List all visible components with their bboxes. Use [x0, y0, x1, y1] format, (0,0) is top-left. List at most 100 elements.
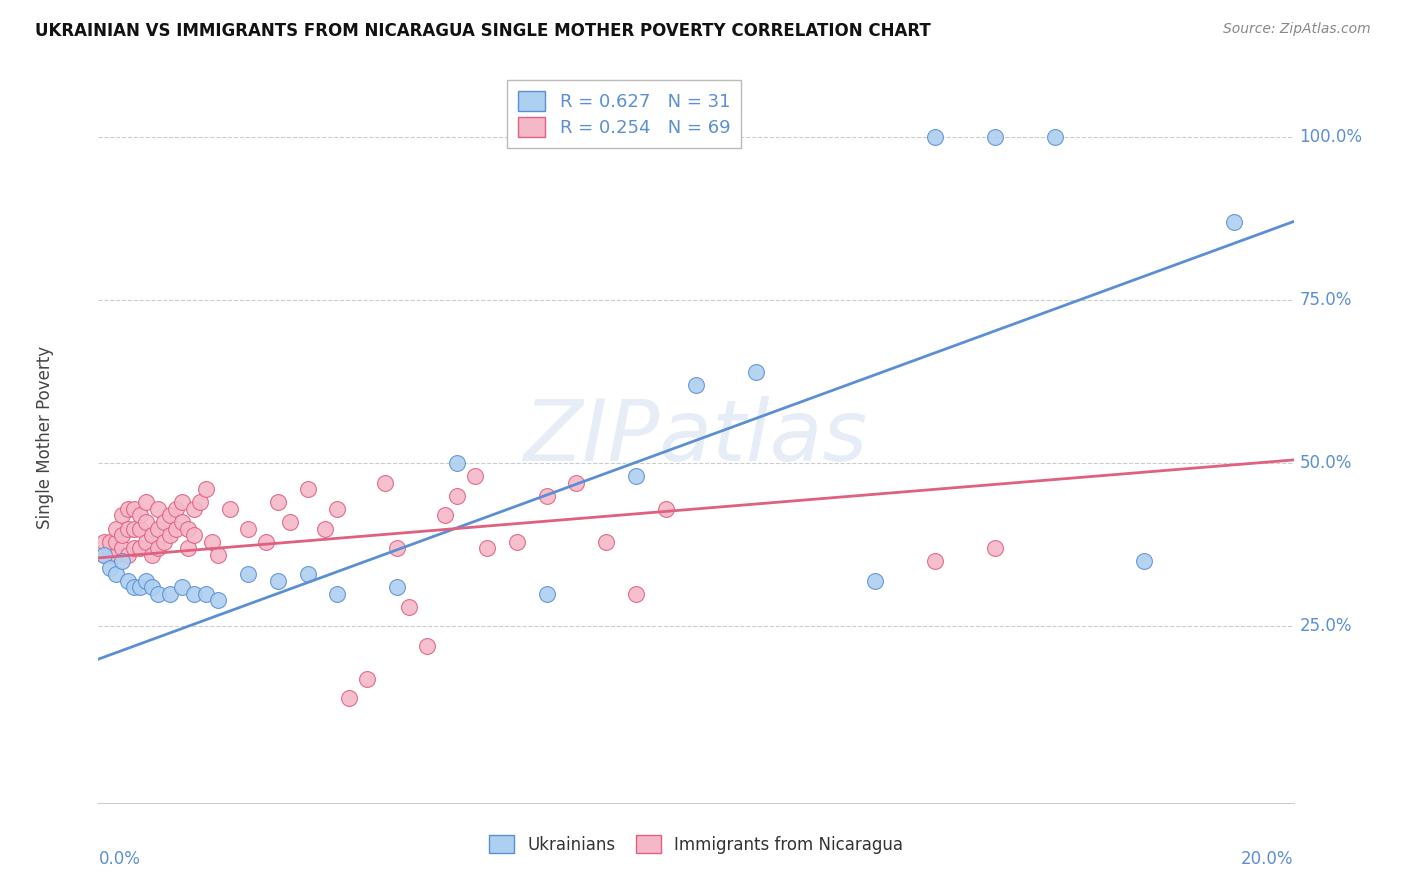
- Point: [236, 521, 259, 535]
- Text: ZIPatlas: ZIPatlas: [524, 395, 868, 479]
- Point: [159, 528, 181, 542]
- Point: [536, 587, 558, 601]
- Text: 20.0%: 20.0%: [1241, 850, 1294, 868]
- Point: [141, 528, 163, 542]
- Point: [924, 129, 946, 144]
- Point: [326, 587, 349, 601]
- Point: [98, 534, 122, 549]
- Point: [984, 129, 1007, 144]
- Legend: Ukrainians, Immigrants from Nicaragua: Ukrainians, Immigrants from Nicaragua: [482, 829, 910, 860]
- Text: Source: ZipAtlas.com: Source: ZipAtlas.com: [1223, 22, 1371, 37]
- Point: [172, 515, 194, 529]
- Point: [183, 587, 205, 601]
- Point: [117, 502, 139, 516]
- Point: [105, 534, 128, 549]
- Point: [278, 515, 301, 529]
- Point: [148, 587, 170, 601]
- Point: [153, 534, 176, 549]
- Point: [111, 541, 134, 555]
- Point: [1133, 554, 1156, 568]
- Point: [434, 508, 457, 523]
- Point: [98, 548, 122, 562]
- Point: [267, 574, 290, 588]
- Point: [105, 567, 128, 582]
- Point: [124, 521, 146, 535]
- Point: [315, 521, 337, 535]
- Point: [135, 574, 157, 588]
- Point: [398, 599, 420, 614]
- Point: [565, 475, 588, 490]
- Point: [183, 528, 205, 542]
- Point: [984, 541, 1007, 555]
- Point: [124, 541, 146, 555]
- Point: [475, 541, 498, 555]
- Point: [93, 548, 115, 562]
- Point: [129, 521, 152, 535]
- Point: [339, 691, 361, 706]
- Point: [685, 377, 707, 392]
- Point: [124, 580, 146, 594]
- Point: [105, 548, 128, 562]
- Point: [129, 541, 152, 555]
- Point: [236, 567, 259, 582]
- Point: [595, 534, 617, 549]
- Point: [865, 574, 887, 588]
- Point: [183, 502, 205, 516]
- Point: [111, 554, 134, 568]
- Point: [117, 521, 139, 535]
- Point: [135, 515, 157, 529]
- Point: [105, 521, 128, 535]
- Point: [745, 365, 768, 379]
- Text: 25.0%: 25.0%: [1299, 617, 1353, 635]
- Point: [297, 483, 319, 497]
- Point: [165, 521, 187, 535]
- Point: [117, 548, 139, 562]
- Point: [385, 541, 409, 555]
- Point: [129, 508, 152, 523]
- Point: [135, 495, 157, 509]
- Point: [297, 567, 319, 582]
- Point: [188, 495, 211, 509]
- Text: Single Mother Poverty: Single Mother Poverty: [35, 345, 53, 529]
- Point: [135, 534, 157, 549]
- Point: [148, 502, 170, 516]
- Point: [165, 502, 187, 516]
- Point: [655, 502, 678, 516]
- Point: [111, 508, 134, 523]
- Text: 0.0%: 0.0%: [98, 850, 141, 868]
- Point: [141, 548, 163, 562]
- Point: [464, 469, 486, 483]
- Point: [129, 580, 152, 594]
- Point: [124, 502, 146, 516]
- Point: [148, 541, 170, 555]
- Point: [159, 587, 181, 601]
- Point: [111, 528, 134, 542]
- Point: [267, 495, 290, 509]
- Point: [207, 593, 229, 607]
- Point: [177, 541, 200, 555]
- Point: [93, 534, 115, 549]
- Point: [506, 534, 529, 549]
- Point: [924, 554, 946, 568]
- Text: 100.0%: 100.0%: [1299, 128, 1362, 145]
- Point: [219, 502, 242, 516]
- Point: [446, 456, 468, 470]
- Text: UKRAINIAN VS IMMIGRANTS FROM NICARAGUA SINGLE MOTHER POVERTY CORRELATION CHART: UKRAINIAN VS IMMIGRANTS FROM NICARAGUA S…: [35, 22, 931, 40]
- Point: [1223, 214, 1246, 228]
- Point: [356, 672, 378, 686]
- Point: [207, 548, 229, 562]
- Point: [626, 587, 648, 601]
- Text: 50.0%: 50.0%: [1299, 454, 1353, 472]
- Point: [385, 580, 409, 594]
- Point: [446, 489, 468, 503]
- Point: [153, 515, 176, 529]
- Point: [195, 483, 218, 497]
- Point: [93, 548, 115, 562]
- Point: [254, 534, 277, 549]
- Point: [172, 495, 194, 509]
- Point: [416, 639, 439, 653]
- Point: [117, 574, 139, 588]
- Point: [148, 521, 170, 535]
- Point: [141, 580, 163, 594]
- Point: [1043, 129, 1066, 144]
